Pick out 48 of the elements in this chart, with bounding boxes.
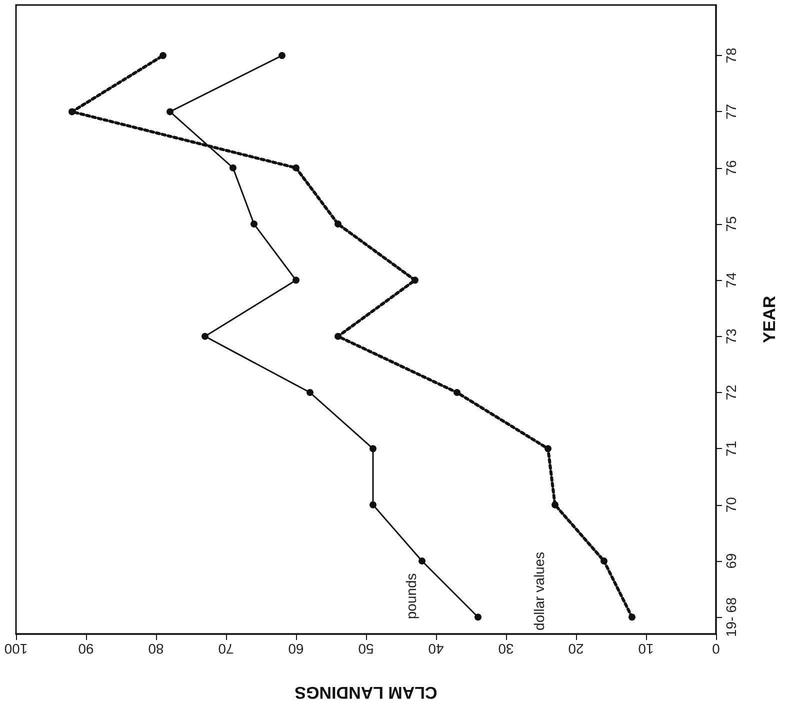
point [370,501,376,508]
point [334,220,342,228]
y-tick-label: 76 [723,160,739,176]
point [292,164,300,172]
y-tick-label: 73 [723,328,739,344]
y-tick-label: 72 [723,384,739,400]
point [628,614,636,621]
y-tick-label: 19- 68 [723,597,739,638]
point [544,445,552,452]
y-tick-label: 71 [723,440,739,456]
x-tick-label: 70 [218,641,234,657]
x-tick-label: 90 [78,641,94,657]
y-tick-label: 70 [723,496,739,513]
x-tick-label: 80 [148,641,164,657]
x-tick-label: 0 [712,641,720,657]
text: pounds [403,573,419,620]
text: dollar values [531,552,547,630]
x-tick-label: 20 [568,641,584,657]
x-tick-label: 50 [358,641,374,657]
y-tick-label: 69 [723,552,739,569]
point [600,557,608,564]
y-axis-title: YEAR [760,296,779,344]
x-tick-label: 30 [498,641,514,657]
point [160,52,166,60]
point [418,557,426,564]
point [230,164,236,172]
point [166,108,174,116]
point [292,276,300,284]
point [68,108,76,116]
y-tick-label: 75 [723,216,739,232]
point [370,445,376,452]
point [412,276,418,284]
x-tick-label: 40 [428,641,444,657]
y-tick-label: 74 [723,272,739,288]
x-tick-label: 10 [638,641,654,657]
point [474,614,482,621]
point [306,389,314,396]
x-tick-label: 60 [288,641,304,657]
y-tick-label: 78 [723,48,739,64]
x-tick-label: 100 [4,641,28,657]
point [552,501,558,508]
x-axis-title: CLAM LANDINGS [294,683,438,702]
point [334,332,342,340]
point [202,332,208,340]
y-tick-label: 77 [723,104,739,120]
point [454,389,460,396]
point [278,52,286,60]
point [250,220,258,228]
